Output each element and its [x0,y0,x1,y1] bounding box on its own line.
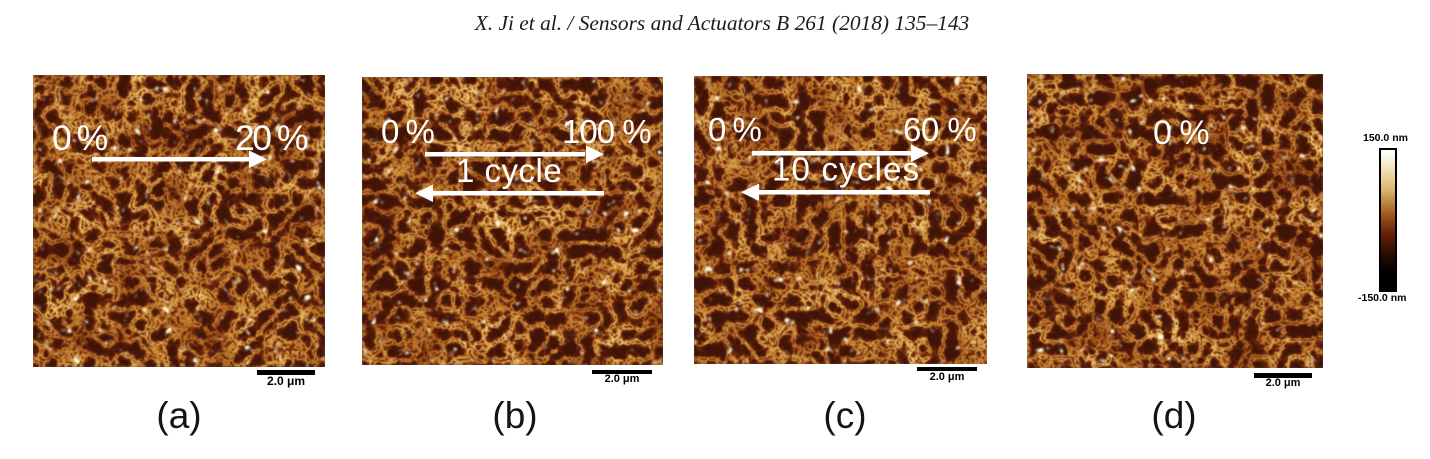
svg-text:10 cycles: 10 cycles [772,151,920,188]
svg-text:0 %: 0 % [52,118,108,158]
svg-text:100 %: 100 % [562,113,651,150]
svg-text:0 %: 0 % [708,111,762,148]
svg-text:0 %: 0 % [381,113,435,150]
svg-text:60 %: 60 % [903,111,976,148]
svg-text:1 cycle: 1 cycle [456,152,562,189]
svg-text:20 %: 20 % [235,118,308,158]
svg-text:0 %: 0 % [1153,114,1209,152]
